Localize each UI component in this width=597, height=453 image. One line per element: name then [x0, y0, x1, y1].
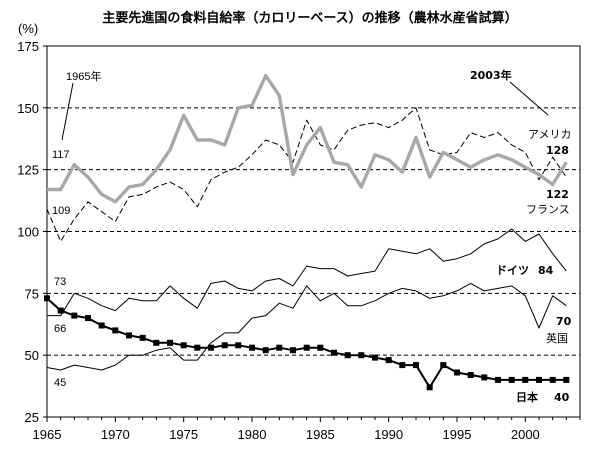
- data-point: [208, 344, 214, 351]
- y-tick-label: 25: [25, 410, 39, 425]
- series-label-usa: アメリカ: [528, 128, 571, 141]
- data-point: [276, 344, 283, 351]
- end-value-uk: 70: [556, 315, 572, 328]
- x-tick-label: 1970: [101, 427, 130, 442]
- x-tick-label: 1965: [33, 427, 62, 442]
- x-tick-label: 1990: [374, 427, 403, 442]
- series-line: [46, 282, 567, 371]
- data-point: [57, 307, 64, 314]
- data-point: [344, 352, 351, 359]
- data-point: [153, 339, 160, 346]
- x-tick-label: 1975: [169, 427, 198, 442]
- start-value-uk-b: 45: [54, 377, 66, 389]
- grid-lines: [47, 107, 580, 356]
- series-line: [46, 297, 567, 389]
- y-axis-ticks: 25 50 75 100 125 150 175: [17, 39, 47, 425]
- data-point: [85, 315, 91, 322]
- callout-line-1965: [61, 82, 74, 141]
- data-point: [385, 357, 392, 364]
- data-point: [290, 347, 296, 354]
- data-point: [126, 332, 132, 339]
- callout-line-2003: [509, 81, 549, 116]
- annotation-1965: 1965年: [66, 69, 101, 83]
- x-axis-ticks: 1965 1970 1975 1980 1985 1990 1995 2000: [33, 417, 581, 442]
- data-point: [303, 344, 310, 351]
- annotation-2003: 2003年: [470, 68, 512, 82]
- data-point: [481, 374, 488, 381]
- series-label-uk: 英国: [546, 331, 568, 345]
- data-point: [522, 376, 529, 383]
- data-point: [112, 327, 119, 334]
- data-point: [235, 342, 242, 349]
- data-point: [194, 344, 201, 351]
- data-point: [221, 342, 228, 349]
- data-point: [139, 334, 146, 341]
- end-value-germany: 84: [538, 264, 554, 277]
- data-point: [249, 344, 255, 351]
- data-point: [262, 347, 269, 354]
- data-point: [426, 384, 433, 391]
- data-point: [536, 376, 542, 383]
- data-point: [495, 376, 501, 383]
- y-tick-label: 100: [17, 225, 39, 240]
- x-tick-label: 1980: [238, 427, 267, 442]
- data-point: [44, 295, 50, 302]
- data-point: [358, 352, 365, 359]
- start-value-france: 109: [52, 205, 70, 217]
- series-label-germany: ドイツ: [496, 264, 529, 277]
- x-tick-label: 2000: [511, 427, 540, 442]
- chart-title: 主要先進国の食料自給率（カロリーベース）の推移（農林水産省試算）: [102, 10, 517, 26]
- series-line: [46, 107, 567, 242]
- data-point: [549, 376, 556, 383]
- series-label-japan: 日本: [516, 390, 538, 404]
- y-tick-label: 150: [17, 101, 39, 116]
- end-value-usa: 128: [546, 144, 569, 157]
- data-point: [508, 376, 515, 383]
- start-value-uk-a: 66: [54, 323, 66, 335]
- x-tick-label: 1995: [443, 427, 472, 442]
- data-point: [317, 344, 324, 351]
- data-point: [180, 342, 187, 349]
- data-point: [331, 349, 337, 356]
- data-point: [71, 312, 78, 319]
- data-point: [454, 369, 460, 376]
- data-point: [413, 362, 419, 369]
- y-tick-label: 175: [17, 39, 39, 54]
- series-label-france: フランス: [526, 203, 570, 216]
- data-point: [98, 322, 105, 329]
- y-tick-label: 125: [17, 163, 39, 178]
- start-value-germany: 73: [54, 276, 66, 288]
- data-point: [440, 362, 447, 369]
- series-line: [47, 228, 567, 317]
- series-layer: [44, 73, 570, 391]
- x-tick-label: 1985: [306, 427, 335, 442]
- data-point: [167, 339, 173, 346]
- end-value-japan: 40: [554, 391, 570, 404]
- data-point: [467, 372, 474, 378]
- series-line: [47, 73, 568, 204]
- data-point: [372, 354, 378, 361]
- y-tick-label: 75: [25, 286, 39, 301]
- end-value-france: 122: [546, 188, 569, 201]
- y-tick-label: 50: [25, 348, 39, 363]
- y-axis-unit: (%): [18, 21, 38, 36]
- data-point: [399, 362, 406, 369]
- start-value-usa: 117: [52, 149, 70, 161]
- data-point: [563, 376, 570, 383]
